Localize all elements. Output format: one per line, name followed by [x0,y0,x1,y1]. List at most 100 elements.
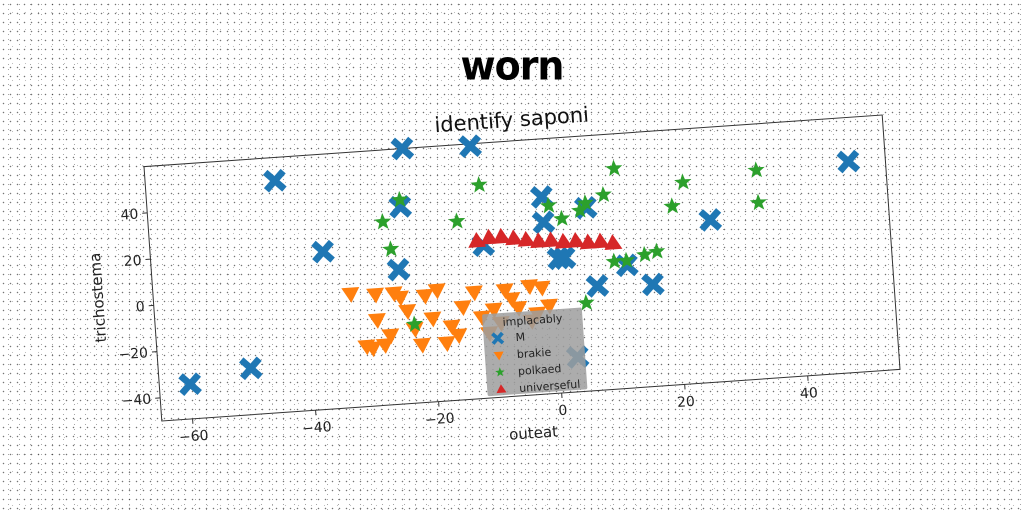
point-polkaed [374,213,392,230]
x-tick-label: 40 [800,385,819,402]
point-universeful [542,231,561,248]
point-polkaed [594,185,612,203]
axis-ticks: −60 −40 −20 0 20 40 −40 −20 0 20 40 [118,207,819,446]
series-universeful [468,227,623,250]
point-M [178,372,202,396]
point-polkaed [605,159,623,177]
point-polkaed [749,193,767,211]
point-brakie [375,338,394,354]
point-brakie [442,319,461,336]
point-brakie [381,328,400,345]
point-polkaed [448,212,466,230]
legend-marker-universeful [496,384,507,394]
axes-group: identify saponi −60 −40 −20 0 20 40 −40 −20 0 20 4… [86,102,901,446]
point-brakie [539,298,558,315]
point-M [386,257,411,282]
point-brakie [398,303,417,320]
point-brakie [484,302,503,319]
legend-marker-M [491,331,505,345]
point-polkaed [663,197,681,215]
point-brakie [509,300,528,317]
point-polkaed [674,173,692,191]
point-polkaed [577,294,595,311]
legend-label-M: M [515,330,525,344]
point-polkaed [382,240,400,257]
legend-label-brakie: brakie [516,346,551,361]
x-tick-label: 20 [676,394,695,411]
point-brakie [453,300,472,316]
point-polkaed [747,161,765,178]
legend-label-universeful: universeful [519,378,581,395]
point-universeful [567,232,586,248]
point-universeful [604,234,623,250]
figure-title: worn [460,42,564,90]
point-M [390,136,415,161]
point-brakie [363,341,382,358]
point-brakie [437,336,456,352]
point-brakie [427,283,446,300]
point-polkaed [648,242,666,260]
point-universeful [517,230,536,247]
point-M [311,239,335,264]
point-M [531,210,556,235]
point-universeful [505,229,524,246]
point-brakie [367,313,386,329]
point-M [552,246,577,270]
point-polkaed [539,196,557,214]
y-tick-label: −20 [118,345,149,363]
point-M [239,356,263,381]
point-brakie [415,288,434,305]
point-brakie [366,287,385,304]
point-universeful [554,232,573,249]
point-universeful [530,232,549,249]
plot-frame [143,114,901,422]
point-polkaed [576,194,594,211]
point-universeful [480,228,499,245]
legend-marker-brakie [493,351,504,361]
x-axis-label: outeat [509,422,559,443]
point-brakie [495,283,514,300]
point-M [262,168,287,193]
point-polkaed [553,209,571,227]
data-marks [178,134,861,396]
point-polkaed [636,245,654,263]
y-axis-label: trichostema [86,252,110,343]
x-tick-label: 0 [558,403,568,420]
point-M [585,274,610,298]
plot-title: identify saponi [434,102,590,137]
point-brakie [423,311,442,328]
point-polkaed [605,252,623,270]
point-M [388,194,413,219]
x-tick-label: −20 [425,411,456,429]
point-M [546,246,571,271]
point-polkaed [617,251,635,269]
point-brakie [341,287,360,303]
x-tick-label: −60 [179,428,210,446]
series-polkaed [374,159,767,332]
point-universeful [579,233,598,250]
legend-marker-polkaed [495,367,505,377]
legend-box [482,307,588,397]
point-brakie [391,290,409,307]
point-brakie [405,322,424,338]
y-tick-label: 0 [135,299,145,316]
point-brakie [449,328,468,345]
point-universeful [591,232,610,249]
point-brakie [502,292,521,308]
y-tick-label: 20 [123,253,142,270]
y-tick-label: 40 [120,207,139,224]
point-brakie [464,285,483,302]
legend-label-polkaed: polkaed [518,362,562,378]
point-universeful [492,227,511,244]
legend-title: implacably [502,312,563,329]
point-M [698,208,723,232]
x-tick-label: −40 [302,419,333,437]
point-polkaed [571,201,589,219]
point-polkaed [470,176,488,193]
point-polkaed [391,190,409,208]
point-polkaed [405,315,424,332]
point-M [641,272,665,297]
